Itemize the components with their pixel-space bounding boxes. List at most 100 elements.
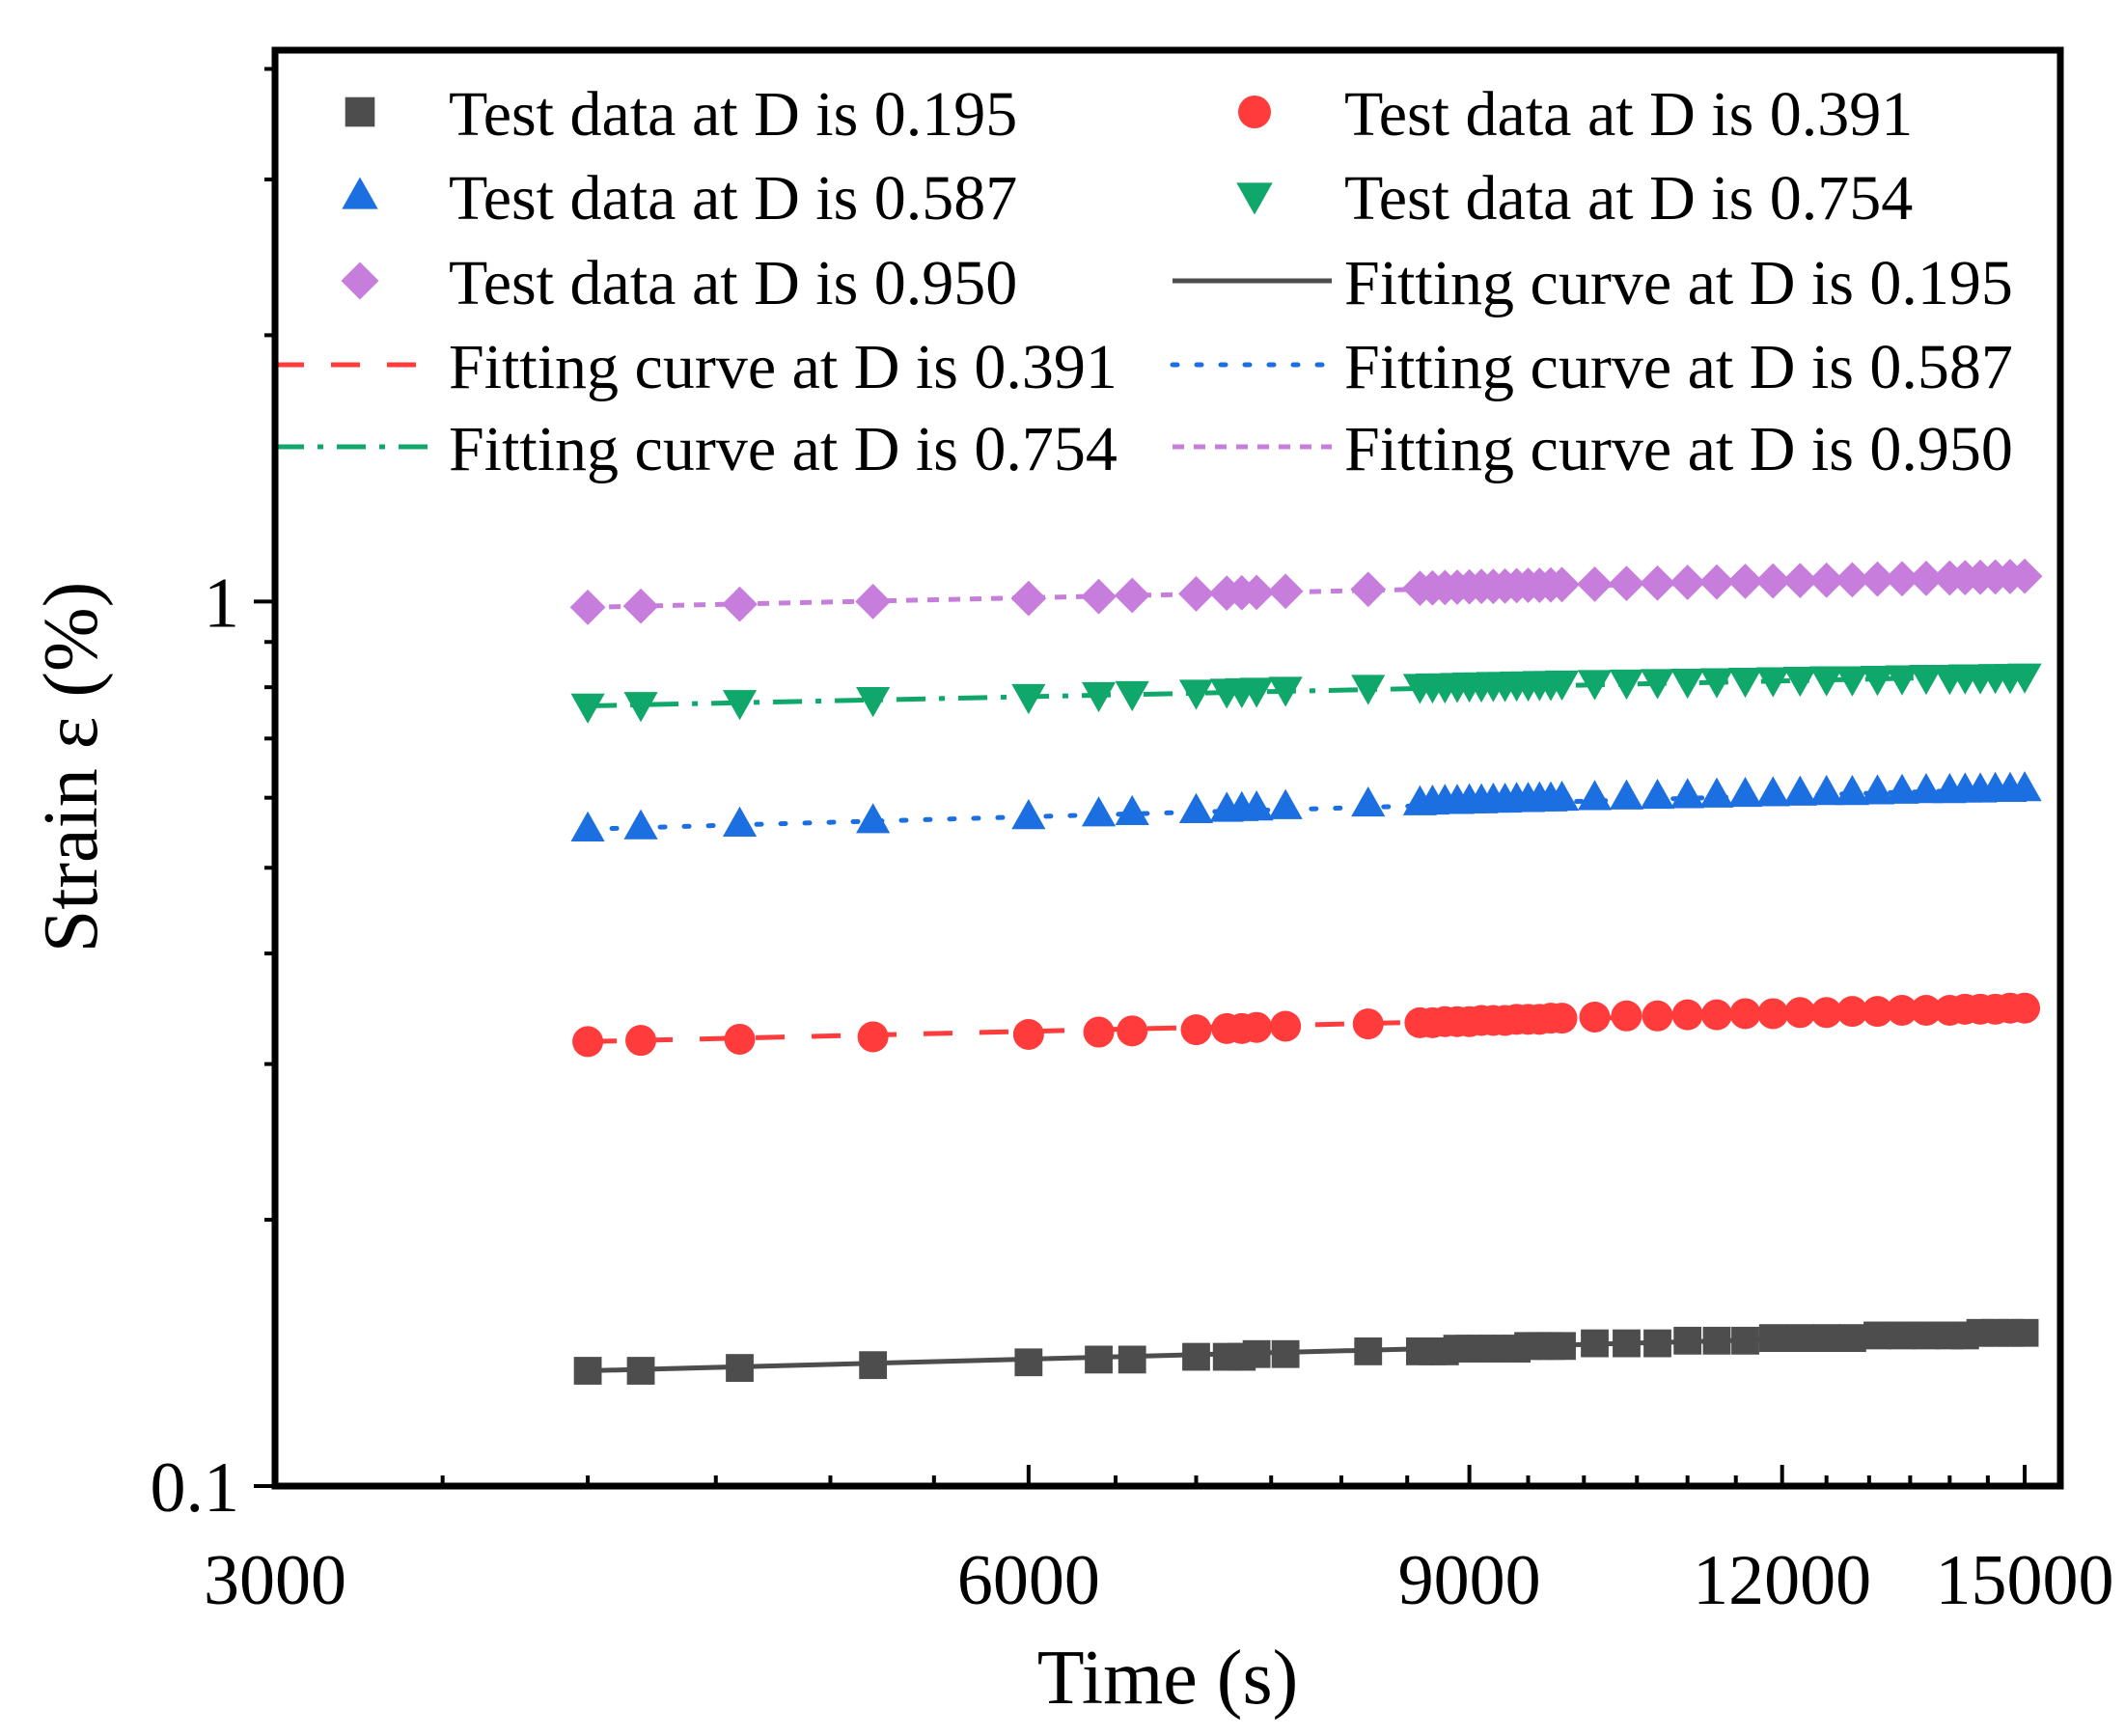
data-point: [1886, 994, 1918, 1026]
data-point: [1350, 571, 1387, 608]
data-point: [1727, 776, 1763, 808]
data-point: [1884, 561, 1920, 597]
data-point: [1239, 677, 1274, 708]
data-point: [1351, 675, 1386, 705]
legend-item-6: Fitting curve at D is 0.195: [1173, 248, 2013, 318]
legend-label: Fitting curve at D is 0.950: [1344, 414, 2013, 484]
data-point: [1613, 1329, 1641, 1358]
data-point: [722, 806, 758, 837]
data-point: [1085, 1345, 1113, 1374]
data-point: [1670, 565, 1706, 600]
data-point: [1782, 666, 1817, 698]
data-point: [1012, 1018, 1044, 1050]
data-point: [1581, 1329, 1609, 1358]
data-point: [1754, 563, 1791, 599]
data-point: [1118, 1345, 1146, 1374]
data-point: [726, 1354, 754, 1382]
data-point: [622, 588, 659, 624]
data-point: [1908, 560, 1945, 596]
legend-marker: [341, 262, 379, 300]
data-point: [1835, 666, 1869, 697]
data-point: [1640, 565, 1675, 601]
data-point: [1609, 779, 1644, 810]
data-point: [1670, 778, 1705, 809]
data-point: [1011, 799, 1046, 830]
data-point: [2010, 1318, 2039, 1347]
data-point: [724, 1023, 756, 1055]
data-point: [1755, 667, 1790, 698]
data-point: [1860, 774, 1895, 805]
x-tick-label: 12000: [1693, 1541, 1871, 1620]
legend-label: Test data at D is 0.754: [1344, 163, 1913, 234]
data-point: [1011, 683, 1046, 715]
data-point: [1909, 665, 1944, 696]
y-axis-title: Strain ε (%): [29, 582, 114, 953]
data-point: [1698, 564, 1735, 600]
legend-item-1: Test data at D is 0.195: [345, 79, 1017, 150]
plot-frame: [271, 46, 2064, 1490]
data-point: [1640, 778, 1675, 810]
legend-label: Fitting curve at D is 0.195: [1344, 248, 2013, 318]
legend-marker: [1236, 182, 1273, 215]
legend-label: Fitting curve at D is 0.391: [449, 332, 1118, 402]
data-point: [2006, 558, 2043, 594]
data-point: [1178, 576, 1214, 612]
data-point: [1782, 775, 1817, 806]
data-point: [1178, 679, 1214, 710]
data-point: [1863, 1321, 1891, 1350]
data-point: [1808, 562, 1845, 598]
data-point: [1268, 788, 1303, 819]
data-point: [1544, 780, 1580, 812]
data-point: [573, 1357, 602, 1385]
data-point: [1268, 676, 1303, 707]
data-point: [1700, 999, 1732, 1031]
legend: Test data at D is 0.195 Test data at D is…: [275, 79, 2013, 484]
data-point: [1546, 1003, 1578, 1034]
data-point: [1885, 665, 1919, 696]
data-point: [1809, 775, 1844, 806]
data-point: [1699, 777, 1734, 808]
data-point: [1081, 578, 1117, 615]
data-point: [856, 686, 891, 718]
y-tick-label: 1: [204, 564, 239, 643]
data-point: [1178, 792, 1214, 823]
data-point: [1577, 670, 1613, 701]
data-point: [1577, 780, 1613, 811]
legend-item-5: Test data at D is 0.950: [341, 248, 1017, 318]
legend-item-4: Test data at D is 0.754: [1236, 163, 1913, 234]
data-point: [1784, 997, 1816, 1029]
data-point: [1640, 669, 1675, 700]
data-point: [855, 583, 892, 620]
data-point: [1182, 1342, 1210, 1371]
data-point: [2007, 663, 2042, 694]
x-tick-label: 6000: [957, 1541, 1100, 1620]
legend-label: Fitting curve at D is 0.754: [449, 414, 1118, 484]
test-data-series-4: [570, 663, 2042, 724]
data-point: [1354, 1337, 1383, 1365]
data-point: [1081, 681, 1117, 713]
data-point: [1643, 1329, 1671, 1358]
x-axis-title: Time (s): [1037, 1636, 1298, 1721]
data-point: [859, 1351, 888, 1380]
data-point: [1729, 998, 1761, 1030]
data-point: [1115, 680, 1149, 712]
data-point: [1115, 794, 1149, 826]
data-point: [1860, 666, 1895, 697]
data-point: [1117, 1015, 1148, 1047]
data-point: [1885, 773, 1919, 804]
data-point: [1239, 790, 1274, 821]
data-point: [1910, 994, 1942, 1026]
legend-item-2: Test data at D is 0.391: [1238, 79, 1913, 150]
data-point: [1238, 574, 1275, 611]
data-point: [1731, 1326, 1759, 1355]
data-point: [570, 811, 605, 841]
data-point: [1083, 1016, 1115, 1048]
data-point: [1810, 997, 1842, 1029]
data-point: [1727, 563, 1763, 599]
x-tick-label: 3000: [204, 1541, 346, 1620]
fitting-curve-4: [588, 673, 2026, 708]
legend-item-8: Fitting curve at D is 0.587: [1170, 332, 2013, 402]
data-point: [1010, 580, 1047, 617]
data-point: [1241, 1011, 1273, 1043]
